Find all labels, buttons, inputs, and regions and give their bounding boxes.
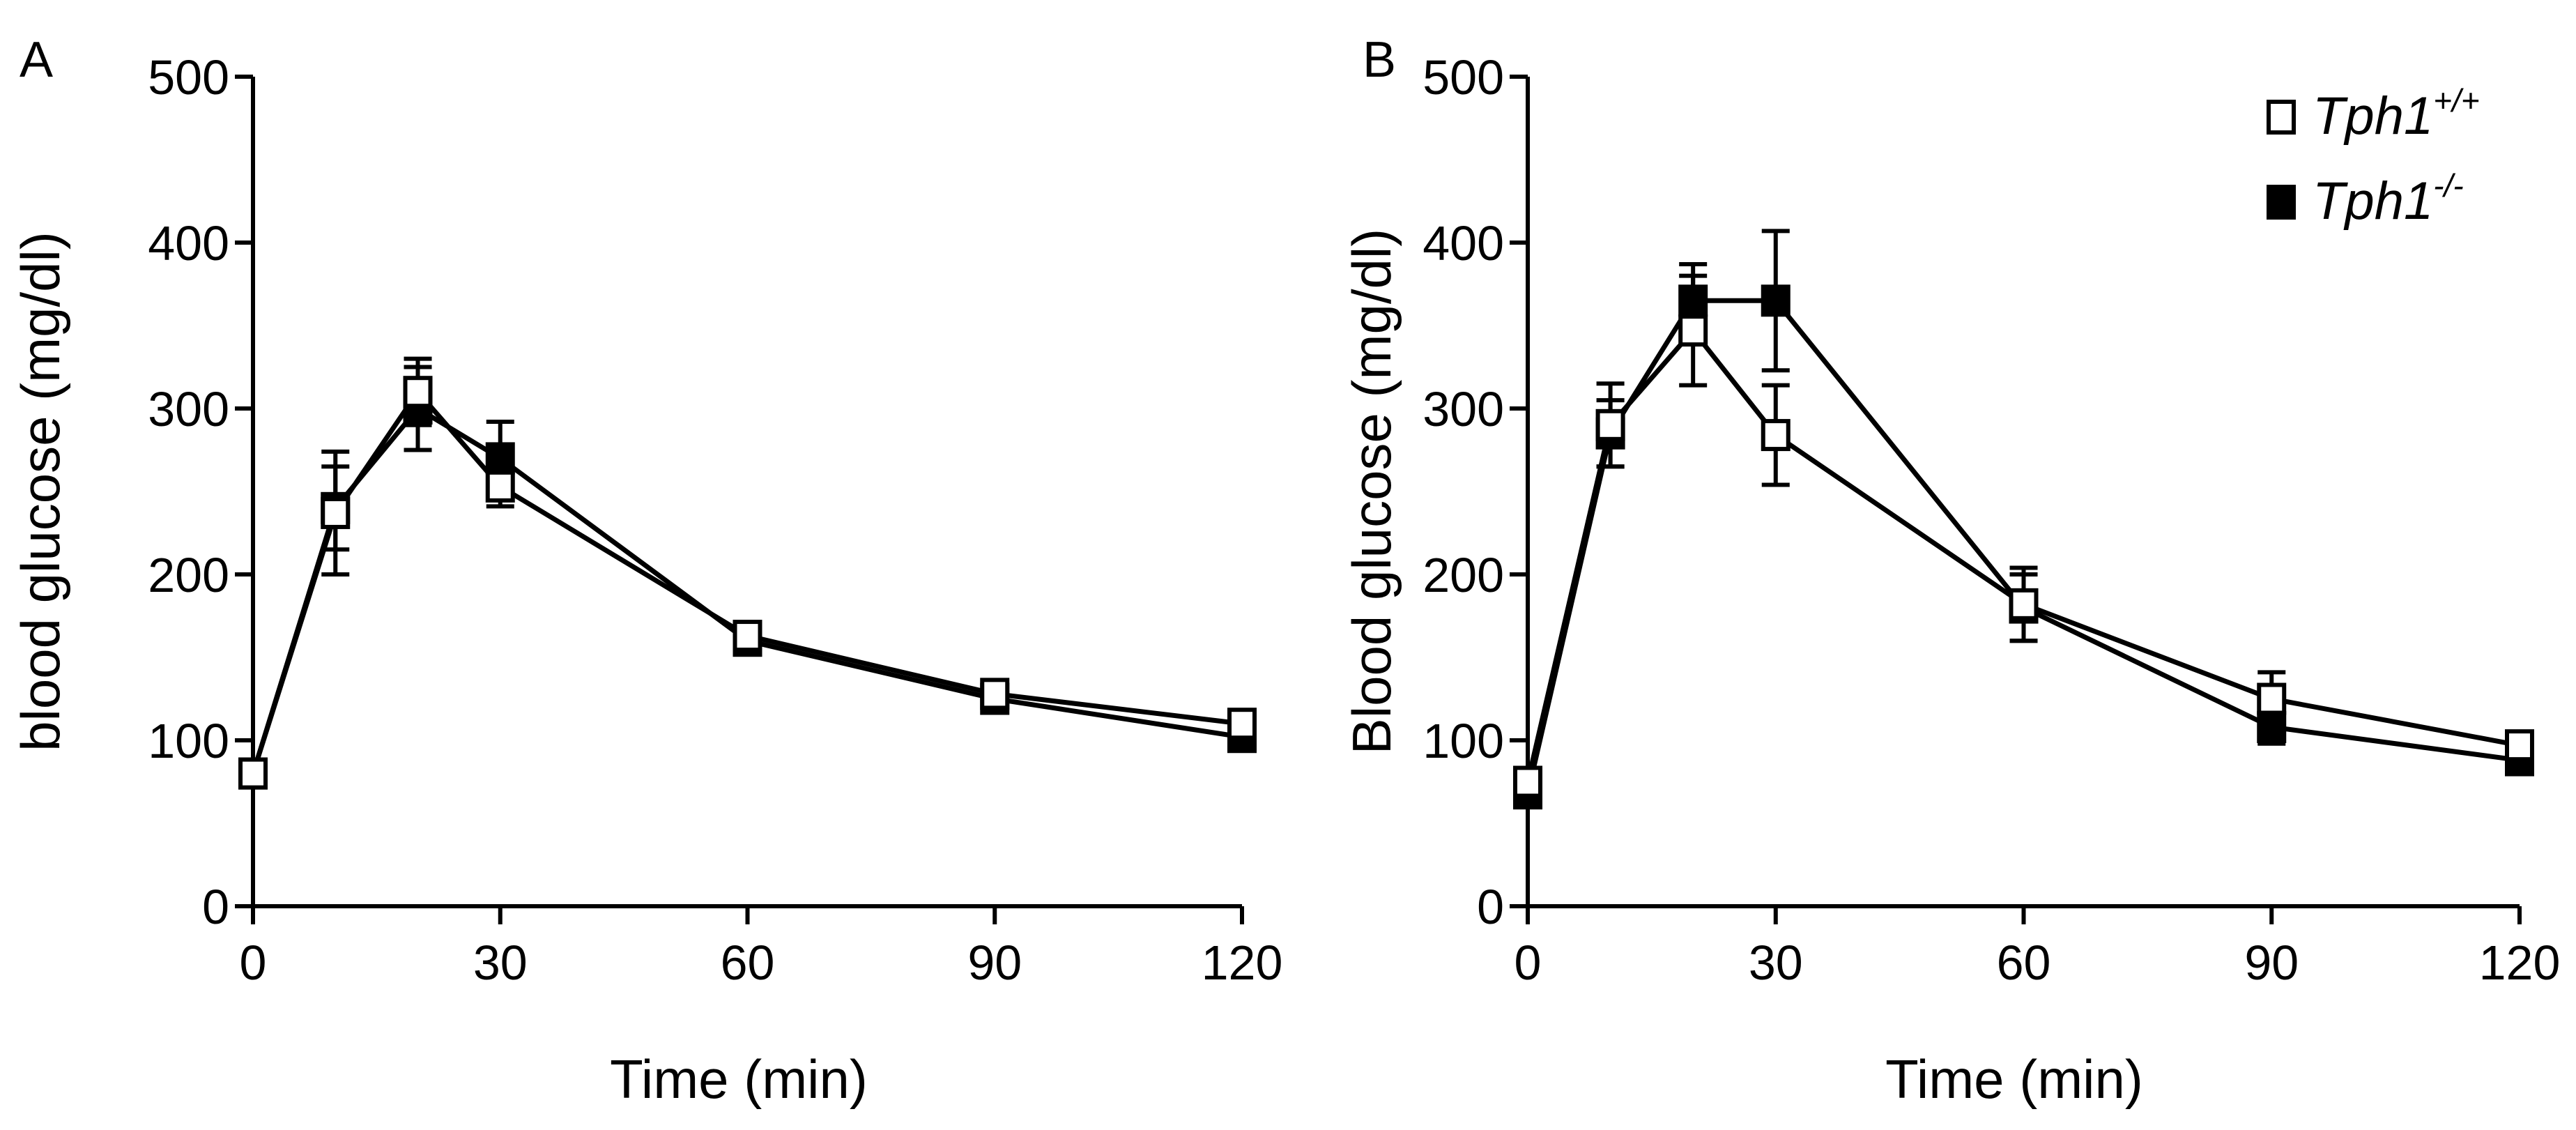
- panel-a-y-tick-label: 100: [148, 714, 229, 768]
- panel-b-point-wt: [2257, 682, 2287, 715]
- panel-a-x-tick-label: 60: [721, 936, 775, 990]
- panel-b-x-axis-title: Time (min): [1885, 1048, 2143, 1110]
- panel-a-marks: [238, 356, 1257, 790]
- panel-a-line-ko: [250, 406, 1243, 774]
- panel-b-x-tick-label: 120: [2479, 936, 2561, 990]
- panel-b-point-wt: [1513, 765, 1542, 798]
- panel-b: B Blood glucose (mg/dl) Time (min) 0 100 2…: [1341, 32, 2560, 1110]
- panel-b-point-ko: [1761, 284, 1791, 317]
- panel-a-x-tick-label: 90: [967, 936, 1022, 990]
- panel-b-x-tick-label: 0: [1515, 936, 1542, 990]
- panel-b-y-tick-label: 300: [1423, 382, 1504, 436]
- panel-a-point-wt: [733, 620, 762, 652]
- panel-b-axes: 0 100 200 300 400 500 0 30 60 90 120: [1423, 50, 2560, 990]
- panel-b-point-wt: [1761, 419, 1791, 452]
- panel-b-x-tick-label: 30: [1749, 936, 1803, 990]
- legend-ko-entry: Tph1-/-: [2313, 167, 2464, 231]
- legend-wt-entry: Tph1+/+: [2313, 82, 2480, 146]
- panel-b-series-wt: [1513, 273, 2534, 798]
- panel-a-y-tick-label: 400: [148, 216, 229, 270]
- panel-b-x-tick-label: 60: [1997, 936, 2051, 990]
- panel-b-point-wt: [2505, 729, 2534, 762]
- panel-a-x-axis-title: Time (min): [610, 1048, 868, 1110]
- panel-a-point-wt: [403, 376, 433, 409]
- legend-filled-square-icon: [2267, 185, 2296, 220]
- panel-a-y-tick-label: 300: [148, 382, 229, 436]
- panel-a-point-wt: [238, 757, 268, 790]
- panel-b-line-wt: [1525, 328, 2520, 783]
- panel-a-label: A: [20, 32, 53, 88]
- panel-a-point-wt: [980, 678, 1010, 710]
- panel-a-point-wt: [321, 496, 351, 529]
- panel-b-y-tick-label: 500: [1423, 50, 1504, 105]
- panel-a-series-wt: [238, 356, 1257, 790]
- panel-a: A blood glucose (mg/dl) Time (min) 0 100 2…: [10, 32, 1282, 1110]
- panel-a-x-tick-label: 0: [240, 936, 267, 990]
- panel-b-point-wt: [1678, 314, 1708, 347]
- panel-a-axes: 0 100 200 300 400 500 0 30 60 90 120: [148, 50, 1282, 990]
- panel-b-y-tick-label: 0: [1477, 880, 1504, 934]
- panel-a-x-tick-label: 120: [1202, 936, 1283, 990]
- panel-b-marks: [1513, 229, 2534, 810]
- legend-open-square-icon: [2267, 100, 2296, 135]
- panel-a-y-tick-label: 200: [148, 548, 229, 602]
- panel-b-y-tick-label: 100: [1423, 714, 1504, 768]
- panel-b-point-wt: [1595, 409, 1625, 441]
- panel-b-y-tick-label: 200: [1423, 548, 1504, 602]
- panel-b-y-tick-label: 400: [1423, 216, 1504, 270]
- panel-a-point-wt: [1227, 708, 1257, 740]
- panel-a-point-wt: [485, 470, 515, 503]
- panel-b-label: B: [1363, 32, 1396, 88]
- panel-a-y-tick-label: 0: [202, 880, 229, 934]
- legend: Tph1+/+ Tph1-/-: [2267, 82, 2480, 231]
- panel-b-y-axis-title: Blood glucose (mg/dl): [1341, 229, 1402, 754]
- panel-b-x-tick-label: 90: [2244, 936, 2299, 990]
- panel-b-point-wt: [2009, 588, 2039, 620]
- panel-a-x-tick-label: 30: [473, 936, 528, 990]
- panel-a-y-tick-label: 500: [148, 50, 229, 105]
- panel-a-y-axis-title: blood glucose (mg/dl): [10, 231, 71, 751]
